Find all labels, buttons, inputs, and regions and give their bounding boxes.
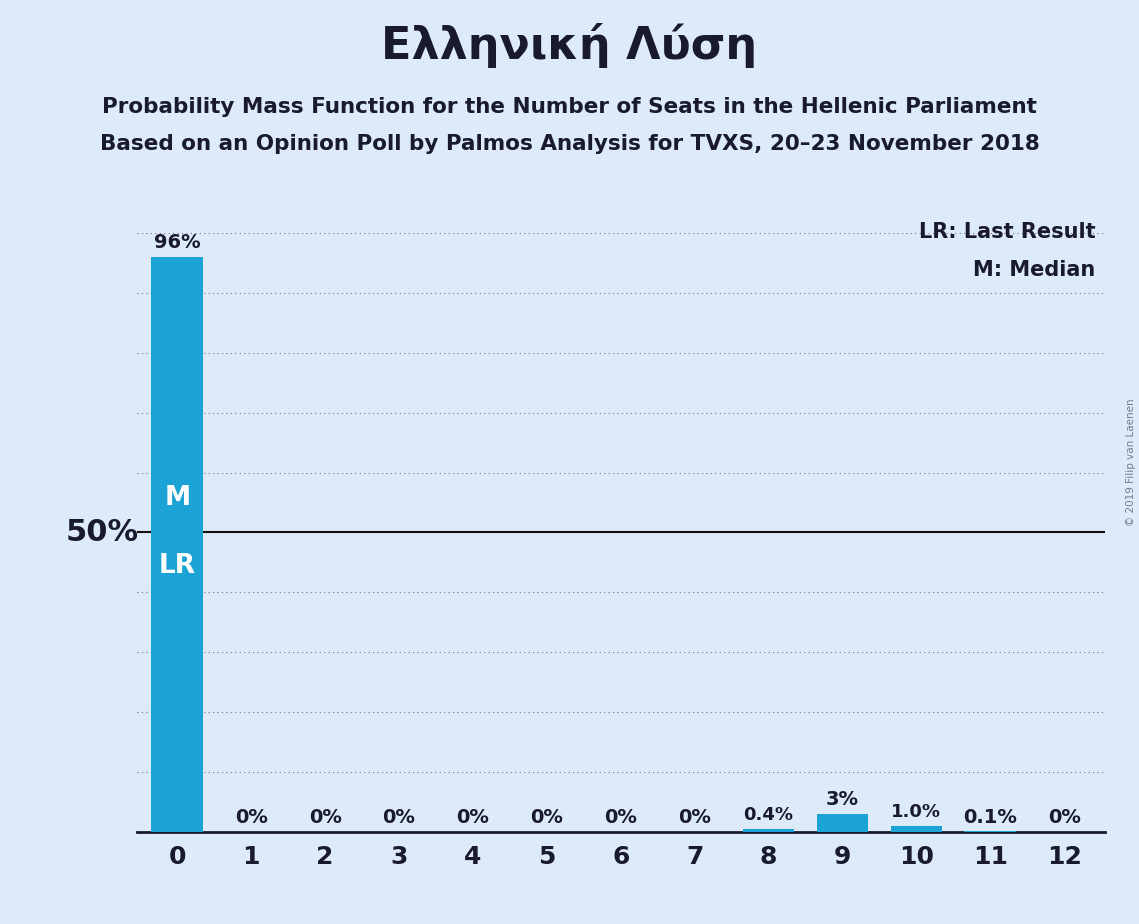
Text: M: Median: M: Median	[973, 260, 1095, 280]
Text: 96%: 96%	[154, 234, 200, 252]
Text: 0%: 0%	[605, 808, 637, 827]
Text: Based on an Opinion Poll by Palmos Analysis for TVXS, 20–23 November 2018: Based on an Opinion Poll by Palmos Analy…	[99, 134, 1040, 154]
Bar	[743, 829, 794, 832]
Text: 0.1%: 0.1%	[964, 808, 1017, 827]
Text: 3%: 3%	[826, 790, 859, 808]
Text: © 2019 Filip van Laenen: © 2019 Filip van Laenen	[1126, 398, 1136, 526]
Bar	[151, 257, 203, 832]
Bar	[817, 814, 868, 832]
Text: 0%: 0%	[235, 808, 268, 827]
Text: 0%: 0%	[309, 808, 342, 827]
Text: 0%: 0%	[457, 808, 490, 827]
Text: LR: Last Result: LR: Last Result	[918, 222, 1095, 242]
Text: M: M	[164, 485, 190, 512]
Text: 0%: 0%	[1048, 808, 1081, 827]
Bar	[891, 826, 942, 832]
Text: 50%: 50%	[66, 517, 139, 547]
Text: 0%: 0%	[383, 808, 416, 827]
Text: 0.4%: 0.4%	[744, 807, 794, 824]
Text: Probability Mass Function for the Number of Seats in the Hellenic Parliament: Probability Mass Function for the Number…	[103, 97, 1036, 117]
Text: 0%: 0%	[678, 808, 711, 827]
Text: 0%: 0%	[531, 808, 564, 827]
Text: 1.0%: 1.0%	[892, 803, 941, 821]
Text: LR: LR	[158, 553, 196, 579]
Text: Ελληνική Λύση: Ελληνική Λύση	[382, 23, 757, 68]
